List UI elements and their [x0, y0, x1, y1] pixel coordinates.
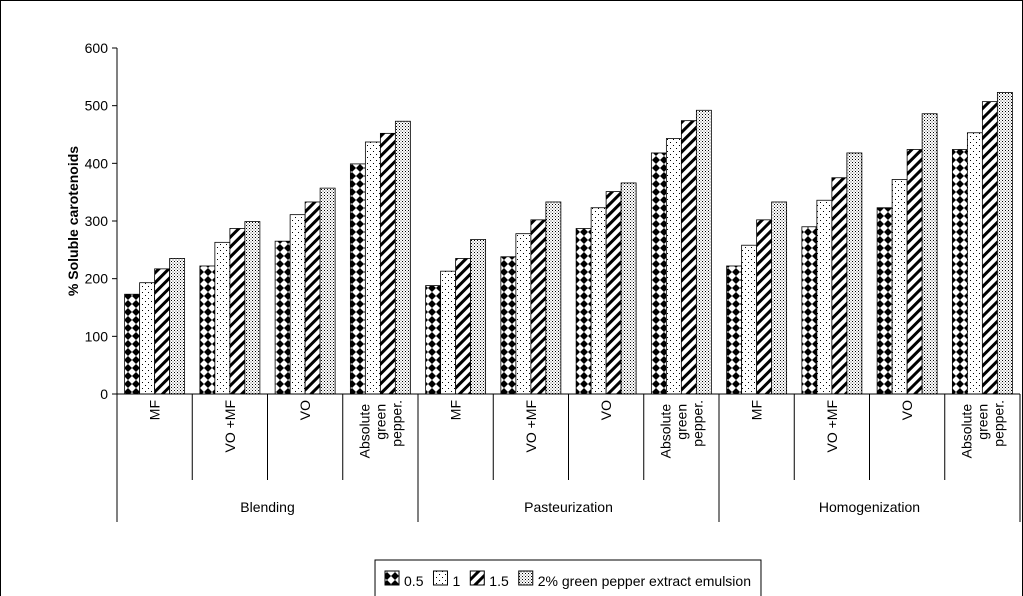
bar — [680, 120, 697, 395]
bar — [244, 221, 261, 395]
legend-swatch — [432, 570, 448, 586]
legend-swatch — [469, 570, 485, 586]
legend: 0.5 1 1.5 2% green pepper extract emulsion — [374, 559, 762, 596]
bar — [741, 244, 758, 395]
bar — [304, 201, 321, 395]
bar — [605, 191, 622, 395]
legend-label: 1 — [452, 573, 460, 589]
bar — [364, 141, 381, 395]
bar — [876, 207, 893, 395]
bar — [831, 177, 848, 395]
legend-label: 2% green pepper extract emulsion — [538, 573, 751, 589]
bar — [771, 201, 788, 395]
bar — [470, 239, 487, 395]
bar — [665, 138, 682, 395]
bar — [394, 120, 411, 395]
x-tick-label: VO — [598, 400, 614, 420]
bar — [425, 285, 442, 395]
bar — [650, 152, 667, 395]
bar — [801, 226, 818, 395]
bar — [756, 219, 773, 395]
x-tick-label: VO +MF — [523, 400, 539, 453]
y-tick-label: 0 — [100, 386, 108, 402]
bar — [154, 268, 171, 395]
bar — [590, 207, 607, 395]
bar — [620, 182, 637, 395]
bar — [921, 113, 938, 395]
bar — [981, 101, 998, 395]
bar — [289, 214, 306, 395]
group-label: Blending — [240, 499, 295, 515]
x-tick-label: VO — [899, 400, 915, 420]
bar — [906, 149, 923, 395]
x-tick-label: Absolute green pepper. — [958, 400, 1006, 458]
bar — [891, 179, 908, 395]
x-tick-label: MF — [448, 400, 464, 420]
legend-label: 0.5 — [404, 573, 424, 589]
legend-label: 1.5 — [489, 573, 509, 589]
bar — [214, 241, 231, 395]
group-label: Pasteurization — [524, 499, 613, 515]
y-tick-label: 600 — [85, 40, 109, 56]
bar — [966, 132, 983, 395]
bar — [349, 163, 366, 395]
x-tick-label: VO +MF — [222, 400, 238, 453]
y-axis-title: % Soluble carotenoids — [65, 146, 81, 296]
x-tick-label: MF — [147, 400, 163, 420]
x-tick-label: VO +MF — [824, 400, 840, 453]
bar — [139, 282, 156, 395]
bar — [169, 258, 186, 395]
bar — [515, 233, 532, 395]
bar — [846, 152, 863, 395]
bar — [545, 201, 562, 395]
bar — [455, 258, 472, 395]
x-tick-label: Absolute green pepper. — [657, 400, 705, 458]
bar — [951, 149, 968, 395]
bar — [274, 240, 291, 395]
bar — [726, 265, 743, 395]
y-tick-label: 500 — [85, 98, 109, 114]
x-tick-label: VO — [297, 400, 313, 420]
bar — [695, 109, 712, 395]
bar — [816, 199, 833, 395]
bar — [199, 265, 216, 395]
bar — [379, 132, 396, 395]
bar — [229, 228, 246, 395]
bar — [440, 270, 457, 395]
legend-swatch — [518, 570, 534, 586]
y-tick-label: 100 — [85, 328, 109, 344]
x-tick-label: Absolute green pepper. — [356, 400, 404, 458]
y-tick-label: 400 — [85, 155, 109, 171]
bar — [500, 256, 517, 395]
bar — [319, 187, 336, 395]
bar — [530, 219, 547, 395]
y-tick-label: 300 — [85, 213, 109, 229]
bar — [124, 293, 141, 395]
x-tick-label: MF — [749, 400, 765, 420]
legend-swatch — [384, 570, 400, 586]
y-tick-label: 200 — [85, 271, 109, 287]
group-label: Homogenization — [819, 499, 920, 515]
bar — [996, 92, 1013, 395]
bar — [575, 228, 592, 395]
